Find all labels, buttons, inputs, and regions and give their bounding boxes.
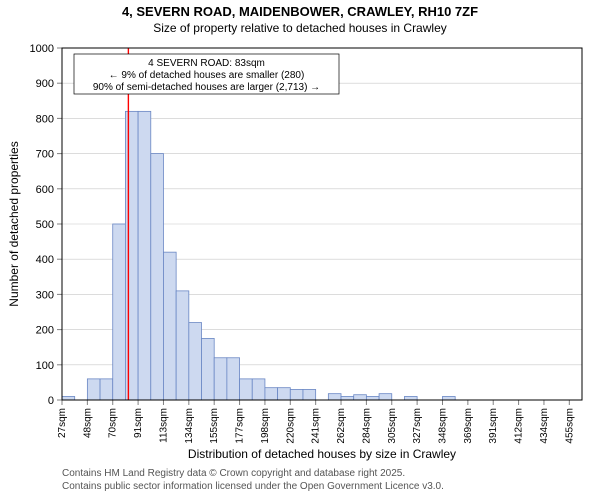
footer-line2: Contains public sector information licen… <box>62 481 444 492</box>
histogram-bar <box>404 396 417 400</box>
x-tick-label: 412sqm <box>514 408 525 444</box>
annotation-line2: ← 9% of detached houses are smaller (280… <box>109 70 305 81</box>
y-axis-label: Number of detached properties <box>7 141 21 306</box>
x-tick-label: 70sqm <box>108 408 119 438</box>
x-tick-label: 91sqm <box>133 408 144 438</box>
histogram-bar <box>227 358 240 400</box>
histogram-bar <box>240 379 253 400</box>
histogram-bar <box>252 379 265 400</box>
x-tick-label: 198sqm <box>260 408 271 444</box>
footer-line1: Contains HM Land Registry data © Crown c… <box>62 468 405 479</box>
histogram-bar <box>189 323 202 400</box>
x-tick-label: 220sqm <box>285 408 296 444</box>
histogram-bar <box>87 379 100 400</box>
y-tick-label: 0 <box>48 395 54 407</box>
histogram-bar <box>379 394 392 400</box>
histogram-bar <box>278 388 291 400</box>
x-tick-label: 455sqm <box>564 408 575 444</box>
histogram-bar <box>442 396 455 400</box>
histogram-bar <box>138 111 151 400</box>
chart-container: 4, SEVERN ROAD, MAIDENBOWER, CRAWLEY, RH… <box>0 0 600 500</box>
y-tick-label: 800 <box>36 113 54 125</box>
x-tick-label: 434sqm <box>539 408 550 444</box>
y-tick-label: 1000 <box>30 43 54 55</box>
chart-title-sub: Size of property relative to detached ho… <box>153 21 447 35</box>
annotation-line3: 90% of semi-detached houses are larger (… <box>93 82 320 93</box>
x-tick-label: 391sqm <box>488 408 499 444</box>
chart-title-main: 4, SEVERN ROAD, MAIDENBOWER, CRAWLEY, RH… <box>122 4 478 19</box>
histogram-svg: 4, SEVERN ROAD, MAIDENBOWER, CRAWLEY, RH… <box>0 0 600 500</box>
histogram-bar <box>176 291 189 400</box>
y-tick-label: 400 <box>36 254 54 266</box>
histogram-bar <box>100 379 113 400</box>
histogram-bar <box>366 396 379 400</box>
histogram-bar <box>151 154 164 400</box>
x-axis-label: Distribution of detached houses by size … <box>188 447 456 461</box>
x-tick-label: 177sqm <box>235 408 246 444</box>
x-tick-label: 369sqm <box>463 408 474 444</box>
x-tick-label: 241sqm <box>311 408 322 444</box>
histogram-bar <box>328 394 341 400</box>
histogram-bar <box>341 396 354 400</box>
y-tick-label: 100 <box>36 360 54 372</box>
x-tick-label: 348sqm <box>437 408 448 444</box>
histogram-bar <box>265 388 278 400</box>
x-tick-label: 327sqm <box>412 408 423 444</box>
x-tick-label: 305sqm <box>387 408 398 444</box>
histogram-bar <box>62 396 75 400</box>
x-tick-label: 48sqm <box>82 408 93 438</box>
histogram-bar <box>214 358 227 400</box>
annotation-line1: 4 SEVERN ROAD: 83sqm <box>148 58 265 69</box>
y-tick-label: 300 <box>36 289 54 301</box>
x-tick-label: 27sqm <box>57 408 68 438</box>
histogram-bar <box>290 389 303 400</box>
x-tick-label: 284sqm <box>361 408 372 444</box>
x-tick-label: 155sqm <box>209 408 220 444</box>
histogram-bar <box>354 395 367 400</box>
histogram-bar <box>113 224 126 400</box>
histogram-bar <box>303 389 316 400</box>
histogram-bar <box>202 338 215 400</box>
x-tick-label: 134sqm <box>184 408 195 444</box>
y-tick-label: 500 <box>36 219 54 231</box>
histogram-bar <box>125 111 138 400</box>
x-tick-label: 113sqm <box>158 408 169 443</box>
y-tick-label: 200 <box>36 325 54 337</box>
y-tick-label: 900 <box>36 78 54 90</box>
histogram-bar <box>163 252 176 400</box>
y-tick-label: 600 <box>36 184 54 196</box>
x-tick-label: 262sqm <box>336 408 347 444</box>
y-tick-label: 700 <box>36 149 54 161</box>
